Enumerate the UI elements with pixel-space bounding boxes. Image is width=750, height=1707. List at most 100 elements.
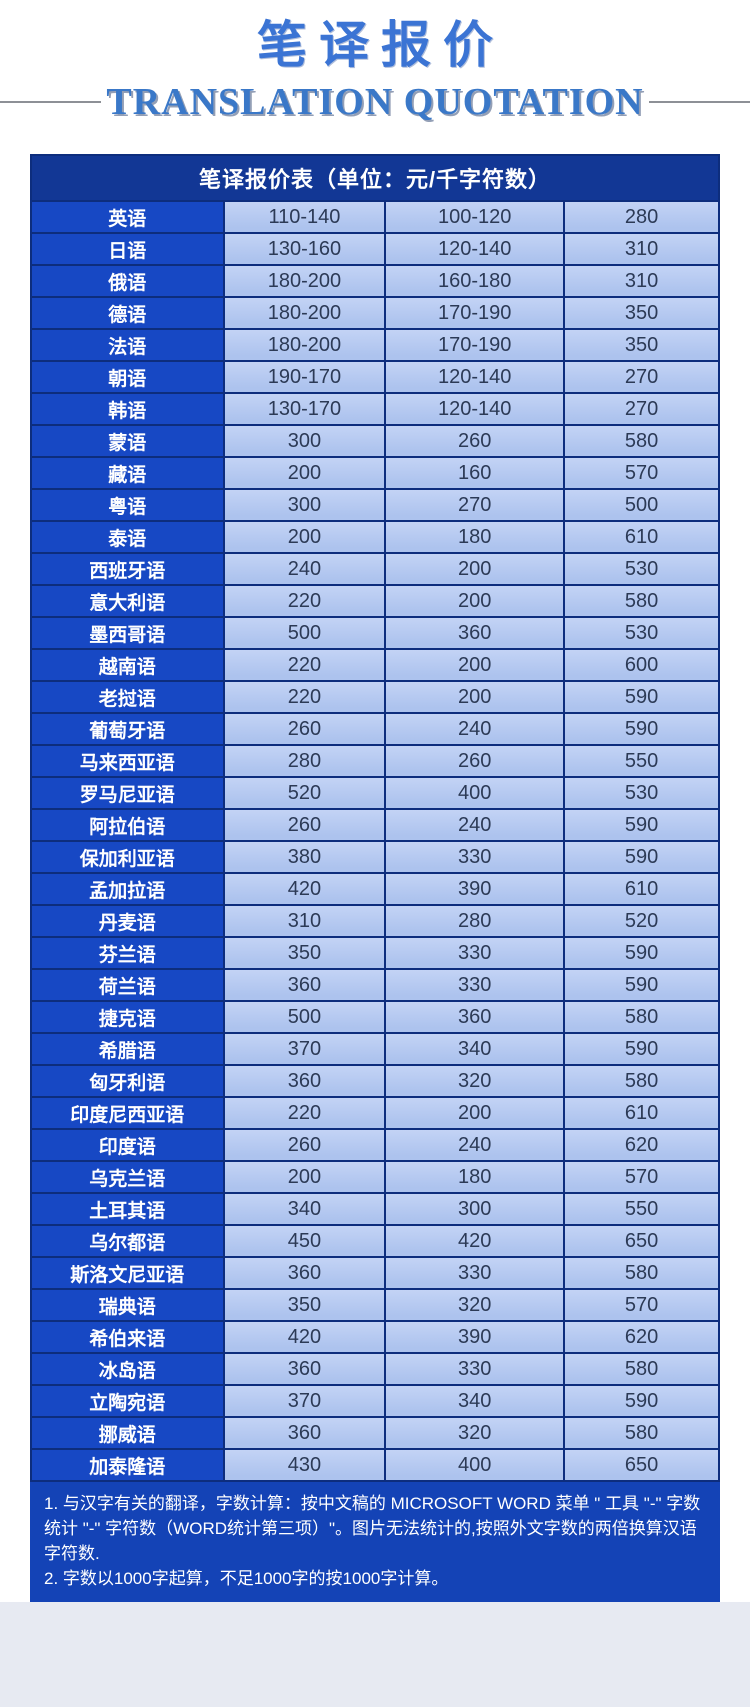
language-cell: 土耳其语 xyxy=(30,1192,225,1226)
price-cell: 220 xyxy=(222,584,387,618)
price-cell: 160 xyxy=(384,456,566,490)
price-cell: 260 xyxy=(384,744,566,778)
price-cell: 200 xyxy=(384,680,566,714)
price-cell: 610 xyxy=(563,872,720,906)
price-cell: 350 xyxy=(563,296,720,330)
language-cell: 匈牙利语 xyxy=(30,1064,225,1098)
price-cell: 130-170 xyxy=(222,392,387,426)
table-row: 保加利亚语 380 330 590 xyxy=(30,840,720,874)
price-cell: 360 xyxy=(222,1256,387,1290)
price-cell: 340 xyxy=(384,1384,566,1418)
price-cell: 500 xyxy=(222,1000,387,1034)
price-cell: 240 xyxy=(222,552,387,586)
language-cell: 加泰隆语 xyxy=(30,1448,225,1482)
language-cell: 芬兰语 xyxy=(30,936,225,970)
price-cell: 330 xyxy=(384,1352,566,1386)
price-cell: 360 xyxy=(222,1416,387,1450)
table-row: 乌克兰语 200 180 570 xyxy=(30,1160,720,1194)
price-cell: 530 xyxy=(563,616,720,650)
price-cell: 220 xyxy=(222,648,387,682)
price-cell: 380 xyxy=(222,840,387,874)
language-cell: 墨西哥语 xyxy=(30,616,225,650)
price-cell: 320 xyxy=(384,1416,566,1450)
price-cell: 220 xyxy=(222,1096,387,1130)
price-cell: 600 xyxy=(563,648,720,682)
price-cell: 120-140 xyxy=(384,392,566,426)
language-cell: 瑞典语 xyxy=(30,1288,225,1322)
table-row: 葡萄牙语 260 240 590 xyxy=(30,712,720,746)
price-cell: 580 xyxy=(563,1256,720,1290)
price-cell: 310 xyxy=(222,904,387,938)
price-cell: 370 xyxy=(222,1032,387,1066)
price-cell: 580 xyxy=(563,1064,720,1098)
price-cell: 260 xyxy=(222,808,387,842)
price-cell: 120-140 xyxy=(384,232,566,266)
price-cell: 590 xyxy=(563,1032,720,1066)
language-cell: 英语 xyxy=(30,200,225,234)
price-cell: 240 xyxy=(384,1128,566,1162)
price-cell: 520 xyxy=(563,904,720,938)
language-cell: 马来西亚语 xyxy=(30,744,225,778)
price-cell: 360 xyxy=(222,1064,387,1098)
table-row: 希伯来语 420 390 620 xyxy=(30,1320,720,1354)
language-cell: 韩语 xyxy=(30,392,225,426)
table-title: 笔译报价表（单位：元/千字符数） xyxy=(30,154,720,202)
language-cell: 希伯来语 xyxy=(30,1320,225,1354)
price-cell: 590 xyxy=(563,680,720,714)
price-cell: 260 xyxy=(222,712,387,746)
price-cell: 200 xyxy=(384,584,566,618)
language-cell: 德语 xyxy=(30,296,225,330)
note-line-1: 1. 与汉字有关的翻译，字数计算：按中文稿的 MICROSOFT WORD 菜单… xyxy=(44,1494,701,1563)
price-cell: 370 xyxy=(222,1384,387,1418)
table-header-row: 笔译报价表（单位：元/千字符数） xyxy=(30,154,720,202)
table-row: 斯洛文尼亚语 360 330 580 xyxy=(30,1256,720,1290)
price-cell: 330 xyxy=(384,936,566,970)
price-cell: 330 xyxy=(384,840,566,874)
price-cell: 580 xyxy=(563,1416,720,1450)
table-row: 乌尔都语 450 420 650 xyxy=(30,1224,720,1258)
price-cell: 280 xyxy=(384,904,566,938)
table-row: 墨西哥语 500 360 530 xyxy=(30,616,720,650)
price-cell: 200 xyxy=(384,1096,566,1130)
language-cell: 阿拉伯语 xyxy=(30,808,225,842)
price-cell: 400 xyxy=(384,776,566,810)
language-cell: 立陶宛语 xyxy=(30,1384,225,1418)
price-cell: 180-200 xyxy=(222,264,387,298)
price-cell: 100-120 xyxy=(384,200,566,234)
price-cell: 580 xyxy=(563,1352,720,1386)
language-cell: 老挝语 xyxy=(30,680,225,714)
table-row: 立陶宛语 370 340 590 xyxy=(30,1384,720,1418)
language-cell: 泰语 xyxy=(30,520,225,554)
price-cell: 420 xyxy=(222,872,387,906)
table-row: 马来西亚语 280 260 550 xyxy=(30,744,720,778)
price-cell: 360 xyxy=(222,1352,387,1386)
price-cell: 590 xyxy=(563,808,720,842)
price-cell: 190-170 xyxy=(222,360,387,394)
price-cell: 360 xyxy=(384,616,566,650)
price-cell: 170-190 xyxy=(384,296,566,330)
table-row: 蒙语 300 260 580 xyxy=(30,424,720,458)
price-cell: 130-160 xyxy=(222,232,387,266)
language-cell: 乌克兰语 xyxy=(30,1160,225,1194)
table-row: 法语 180-200 170-190 350 xyxy=(30,328,720,362)
table-row: 意大利语 220 200 580 xyxy=(30,584,720,618)
price-cell: 270 xyxy=(563,360,720,394)
price-cell: 330 xyxy=(384,1256,566,1290)
table-row: 俄语 180-200 160-180 310 xyxy=(30,264,720,298)
price-cell: 580 xyxy=(563,1000,720,1034)
price-cell: 260 xyxy=(384,424,566,458)
table-row: 芬兰语 350 330 590 xyxy=(30,936,720,970)
price-cell: 590 xyxy=(563,936,720,970)
price-cell: 620 xyxy=(563,1128,720,1162)
table-row: 瑞典语 350 320 570 xyxy=(30,1288,720,1322)
table-row: 捷克语 500 360 580 xyxy=(30,1000,720,1034)
price-cell: 120-140 xyxy=(384,360,566,394)
language-cell: 葡萄牙语 xyxy=(30,712,225,746)
price-cell: 650 xyxy=(563,1448,720,1482)
language-cell: 斯洛文尼亚语 xyxy=(30,1256,225,1290)
language-cell: 保加利亚语 xyxy=(30,840,225,874)
table-row: 德语 180-200 170-190 350 xyxy=(30,296,720,330)
table-row: 粤语 300 270 500 xyxy=(30,488,720,522)
page-title: 笔译报价 xyxy=(257,17,505,73)
price-cell: 200 xyxy=(384,552,566,586)
